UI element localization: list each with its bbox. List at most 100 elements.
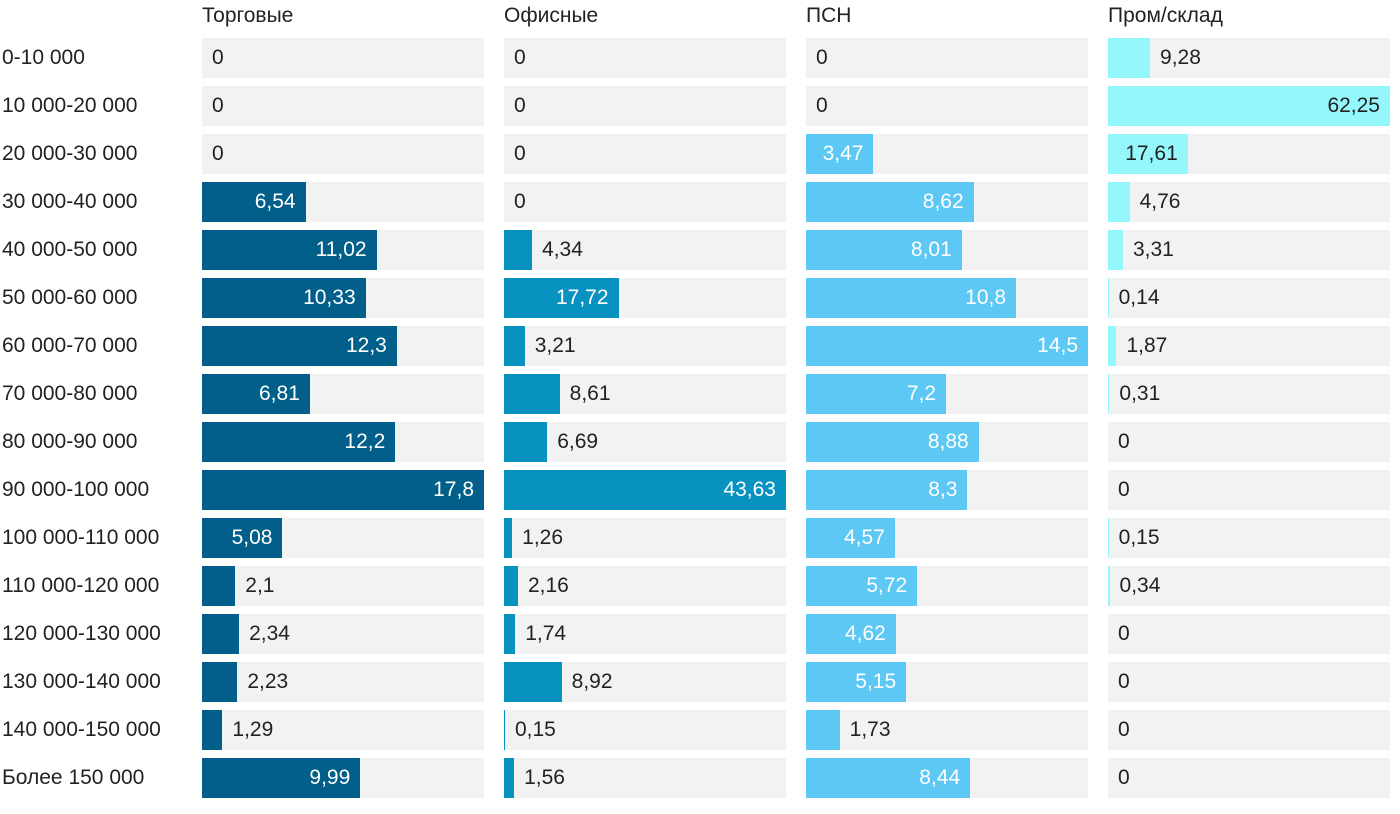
bar: [504, 374, 560, 414]
bar-track: 3,47: [806, 134, 1088, 174]
data-label: 0: [514, 190, 526, 213]
data-label: 0: [1118, 718, 1130, 741]
bar: [1108, 134, 1188, 174]
bar-track: 8,3: [806, 470, 1088, 510]
bar: [504, 758, 515, 798]
bar-track: 6,69: [504, 422, 786, 462]
bar-track: 5,08: [202, 518, 484, 558]
data-label: 0: [1118, 430, 1130, 453]
bar: [806, 518, 895, 558]
bar-track: 0,15: [1108, 518, 1390, 558]
data-label: 43,63: [723, 478, 776, 501]
bar: [202, 230, 377, 270]
data-label: 1,87: [1126, 334, 1168, 357]
category-label: 130 000-140 000: [2, 670, 161, 693]
bar: [1108, 182, 1130, 222]
data-label: 12,3: [345, 334, 387, 357]
data-label: 9,28: [1160, 46, 1201, 69]
series-title: Офисные: [504, 4, 599, 27]
data-label: 0: [212, 142, 224, 165]
data-label: 9,99: [309, 766, 351, 789]
bar-track: 2,1: [202, 566, 484, 606]
data-label: 0: [816, 94, 828, 117]
bar-track: 0: [806, 38, 1088, 78]
category-label: 80 000-90 000: [2, 430, 138, 453]
bar-track: 3,21: [504, 326, 786, 366]
data-label: 8,61: [569, 382, 611, 405]
bar: [806, 614, 896, 654]
data-label: 0: [1118, 478, 1130, 501]
data-label: 17,61: [1125, 142, 1178, 165]
bar-track: 0: [504, 134, 786, 174]
bar-track: 3,31: [1108, 230, 1390, 270]
data-label: 8,62: [922, 190, 964, 213]
bar-track: 0: [504, 86, 786, 126]
data-label: 1,26: [522, 526, 564, 549]
data-label: 0: [816, 46, 828, 69]
bar: [1108, 38, 1151, 78]
bar-track: 0: [202, 134, 484, 174]
data-label: 11,02: [315, 238, 367, 261]
category-label: 10 000-20 000: [2, 94, 138, 117]
data-label: 3,47: [822, 142, 864, 165]
bar: [202, 614, 240, 654]
bar: [504, 710, 505, 750]
bar: [1108, 86, 1390, 126]
bar: [806, 470, 968, 510]
bar-track: 12,3: [202, 326, 484, 366]
bar: [202, 566, 236, 606]
data-label: 3,21: [534, 334, 576, 357]
bar: [202, 374, 310, 414]
data-label: 62,25: [1327, 94, 1380, 117]
data-label: 2,23: [247, 670, 289, 693]
bar-track: 1,26: [504, 518, 786, 558]
bar: [202, 470, 484, 510]
bar: [202, 326, 397, 366]
data-label: 7,2: [906, 382, 937, 405]
data-label: 6,54: [254, 190, 296, 213]
category-label: 20 000-30 000: [2, 142, 138, 165]
series-title: ПСН: [806, 4, 852, 27]
category-label: 70 000-80 000: [2, 382, 138, 405]
bar-track: 0: [1108, 422, 1390, 462]
category-label: 120 000-130 000: [2, 622, 161, 645]
bar-track: 9,28: [1108, 38, 1390, 78]
bar-track: 11,02: [202, 230, 484, 270]
bar-track: 0: [1108, 710, 1390, 750]
bar: [202, 710, 223, 750]
bar: [1108, 566, 1110, 606]
data-label: 1,29: [232, 718, 274, 741]
bar-track: 1,73: [806, 710, 1088, 750]
bar-track: 0,15: [504, 710, 786, 750]
bar-track: 0: [504, 38, 786, 78]
bar-track: 8,01: [806, 230, 1088, 270]
bar: [1108, 230, 1123, 270]
data-label: 8,92: [571, 670, 613, 693]
data-label: 1,56: [524, 766, 565, 789]
bar-track: 10,8: [806, 278, 1088, 318]
data-label: 3,31: [1132, 238, 1174, 261]
bar-track: 4,62: [806, 614, 1088, 654]
series-title: Пром/склад: [1108, 4, 1223, 27]
bar: [202, 662, 238, 702]
bar-track: 7,2: [806, 374, 1088, 414]
bar-track: 5,15: [806, 662, 1088, 702]
category-label: 110 000-120 000: [2, 574, 160, 597]
data-label: 1,73: [849, 718, 891, 741]
bar-track: 1,56: [504, 758, 786, 798]
bar-track: 6,81: [202, 374, 484, 414]
bar-track: 14,5: [806, 326, 1088, 366]
data-label: 17,72: [555, 286, 609, 309]
bar-track: 2,34: [202, 614, 484, 654]
bar-track: 9,99: [202, 758, 484, 798]
data-label: 8,88: [927, 430, 969, 453]
data-label: 6,69: [557, 430, 599, 453]
data-label: 4,76: [1139, 190, 1181, 213]
bar-track: 0,31: [1108, 374, 1390, 414]
bar-track: 8,92: [504, 662, 786, 702]
bar-track: 4,76: [1108, 182, 1390, 222]
data-label: 2,34: [249, 622, 290, 645]
category-label: 0-10 000: [2, 46, 85, 69]
bar: [1108, 278, 1109, 318]
